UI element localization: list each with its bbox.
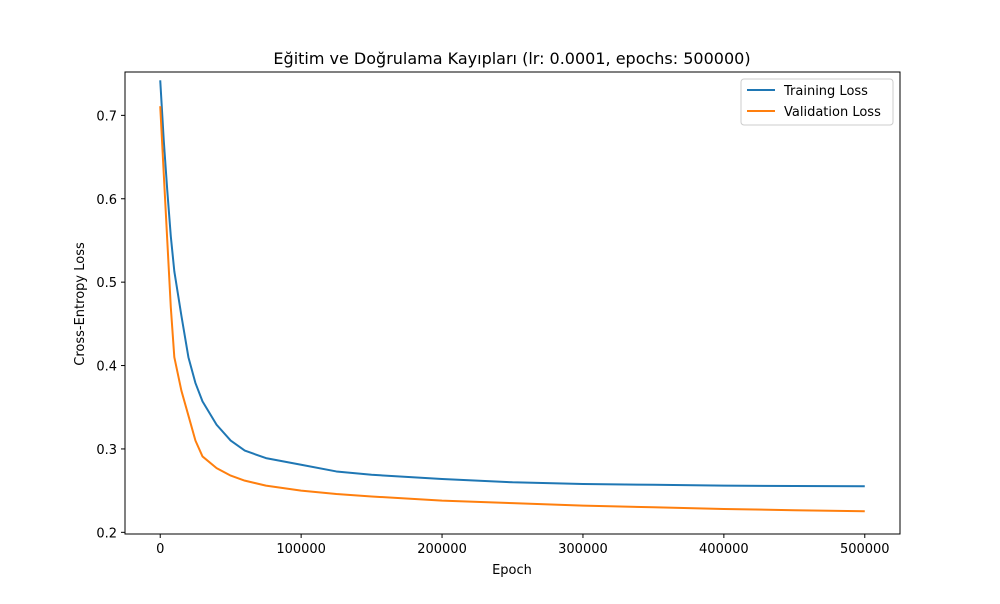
y-tick-label: 0.7 [96,109,117,124]
series-line-2 [159,106,865,513]
y-tick-label: 0.3 [96,443,117,458]
y-tick-label: 0.5 [96,276,117,291]
x-tick-label: 500000 [840,542,890,557]
y-axis-label: Cross-Entropy Loss [73,242,88,366]
plot-frame [124,71,901,535]
series-line-1 [159,80,865,488]
x-tick-label: 400000 [699,542,749,557]
y-tick-label: 0.4 [96,360,117,375]
y-tick-label: 0.2 [96,526,117,541]
plot-area: 0 100000 200000 300000 400000 500000 0.2 0.3 0.4… [96,71,901,557]
legend-label-1: Training Loss [783,84,868,99]
x-tick-label: 100000 [276,542,326,557]
x-axis-label: Epoch [492,563,532,578]
legend-label-2: Validation Loss [784,105,881,120]
legend-box [740,78,894,126]
y-tick-label: 0.6 [96,193,117,208]
x-tick-label: 200000 [417,542,467,557]
x-tick-label: 0 [156,542,164,557]
x-tick-label: 300000 [558,542,608,557]
chart-title: Eğitim ve Doğrulama Kayıpları (lr: 0.000… [273,49,750,68]
